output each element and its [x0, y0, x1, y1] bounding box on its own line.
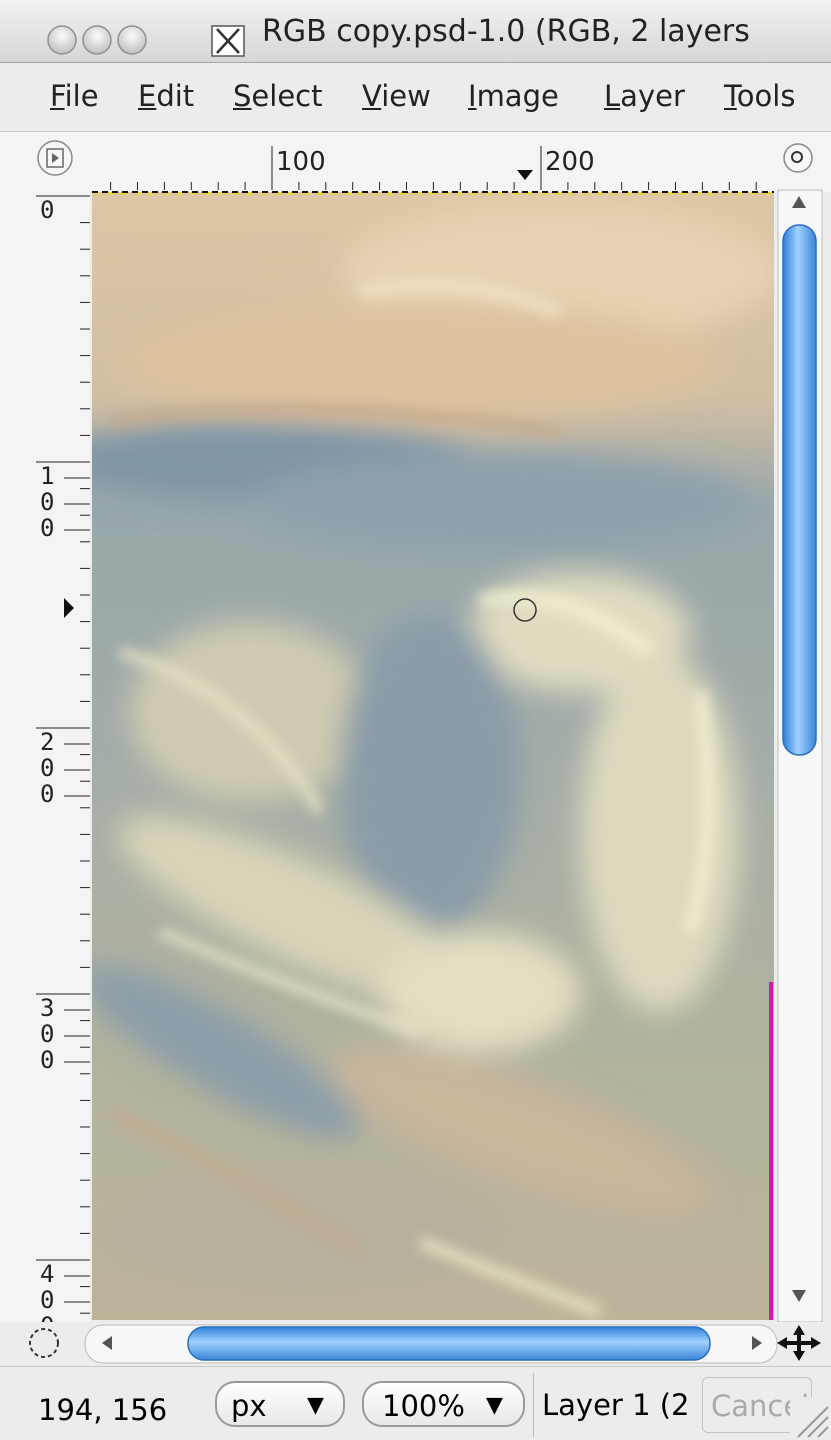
- unit-label: px: [231, 1383, 267, 1429]
- gimp-window: RGB copy.psd-1.0 (RGB, 2 layers File Edi…: [0, 0, 831, 1439]
- menu-view[interactable]: View: [362, 79, 431, 113]
- menu-select[interactable]: Select: [233, 79, 322, 113]
- ruler-label: 200: [545, 147, 595, 177]
- menu-image[interactable]: Image: [468, 79, 559, 113]
- layer-info: Layer 1 (2: [533, 1373, 698, 1437]
- menu-edit[interactable]: Edit: [138, 79, 194, 113]
- window-controls: [0, 0, 260, 62]
- title-bar: RGB copy.psd-1.0 (RGB, 2 layers: [0, 0, 831, 63]
- close-button[interactable]: [48, 26, 76, 54]
- zoom-toggle-button[interactable]: [784, 144, 812, 172]
- menu-file[interactable]: File: [50, 79, 99, 113]
- menu-bar: File Edit Select View Image Layer Tools: [0, 63, 831, 132]
- x11-icon: [212, 26, 244, 56]
- image-canvas: [40, 192, 780, 1320]
- dropdown-arrow: ▼: [486, 1383, 503, 1429]
- dropdown-arrow: ▼: [307, 1383, 324, 1429]
- window-title: RGB copy.psd-1.0 (RGB, 2 layers: [262, 14, 750, 49]
- menu-layer[interactable]: Layer: [604, 79, 685, 113]
- menu-tools[interactable]: Tools: [724, 79, 795, 113]
- resize-grip[interactable]: [790, 1397, 831, 1440]
- zoom-label: 100%: [382, 1383, 465, 1429]
- zoom-button[interactable]: [118, 26, 146, 54]
- minimize-button[interactable]: [83, 26, 111, 54]
- status-bar: 194, 156 px ▼ 100% ▼ Layer 1 (2 Cancel: [0, 1366, 831, 1440]
- unit-menu[interactable]: px ▼: [215, 1381, 345, 1427]
- ruler-label: 100: [276, 147, 326, 177]
- vertical-scroll-thumb[interactable]: [783, 225, 816, 755]
- zoom-menu[interactable]: 100% ▼: [362, 1381, 525, 1427]
- horizontal-scroll-thumb[interactable]: [188, 1327, 710, 1360]
- ruler-label: 0: [40, 196, 54, 224]
- top-ruler: [0, 132, 831, 192]
- pointer-coordinates: 194, 156: [38, 1393, 167, 1427]
